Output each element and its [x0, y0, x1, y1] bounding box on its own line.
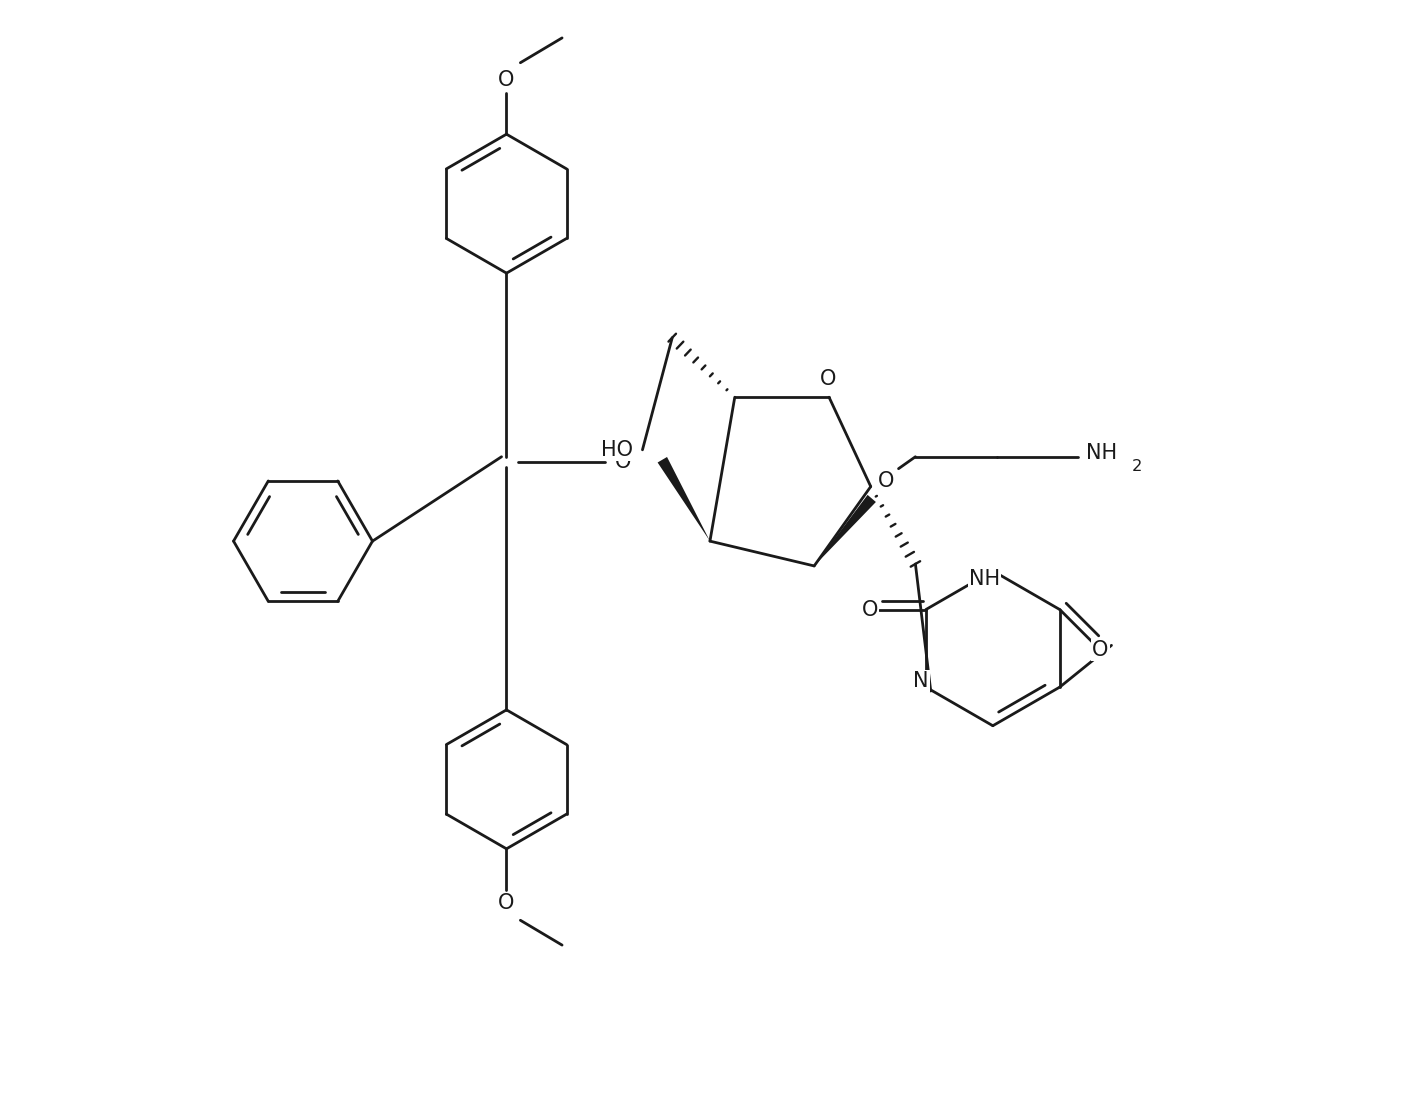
- Text: HO: HO: [601, 440, 632, 460]
- Polygon shape: [658, 456, 710, 541]
- Text: O: O: [877, 471, 894, 491]
- Text: O: O: [614, 452, 631, 472]
- Text: O: O: [498, 894, 515, 913]
- Text: 2: 2: [1132, 459, 1142, 474]
- Text: O: O: [1093, 641, 1108, 660]
- Text: O: O: [498, 69, 515, 89]
- Text: O: O: [862, 599, 879, 619]
- Polygon shape: [814, 494, 876, 566]
- Text: NH: NH: [969, 569, 1001, 589]
- Text: N: N: [912, 671, 928, 691]
- Text: NH: NH: [1086, 443, 1118, 463]
- Text: O: O: [819, 369, 836, 389]
